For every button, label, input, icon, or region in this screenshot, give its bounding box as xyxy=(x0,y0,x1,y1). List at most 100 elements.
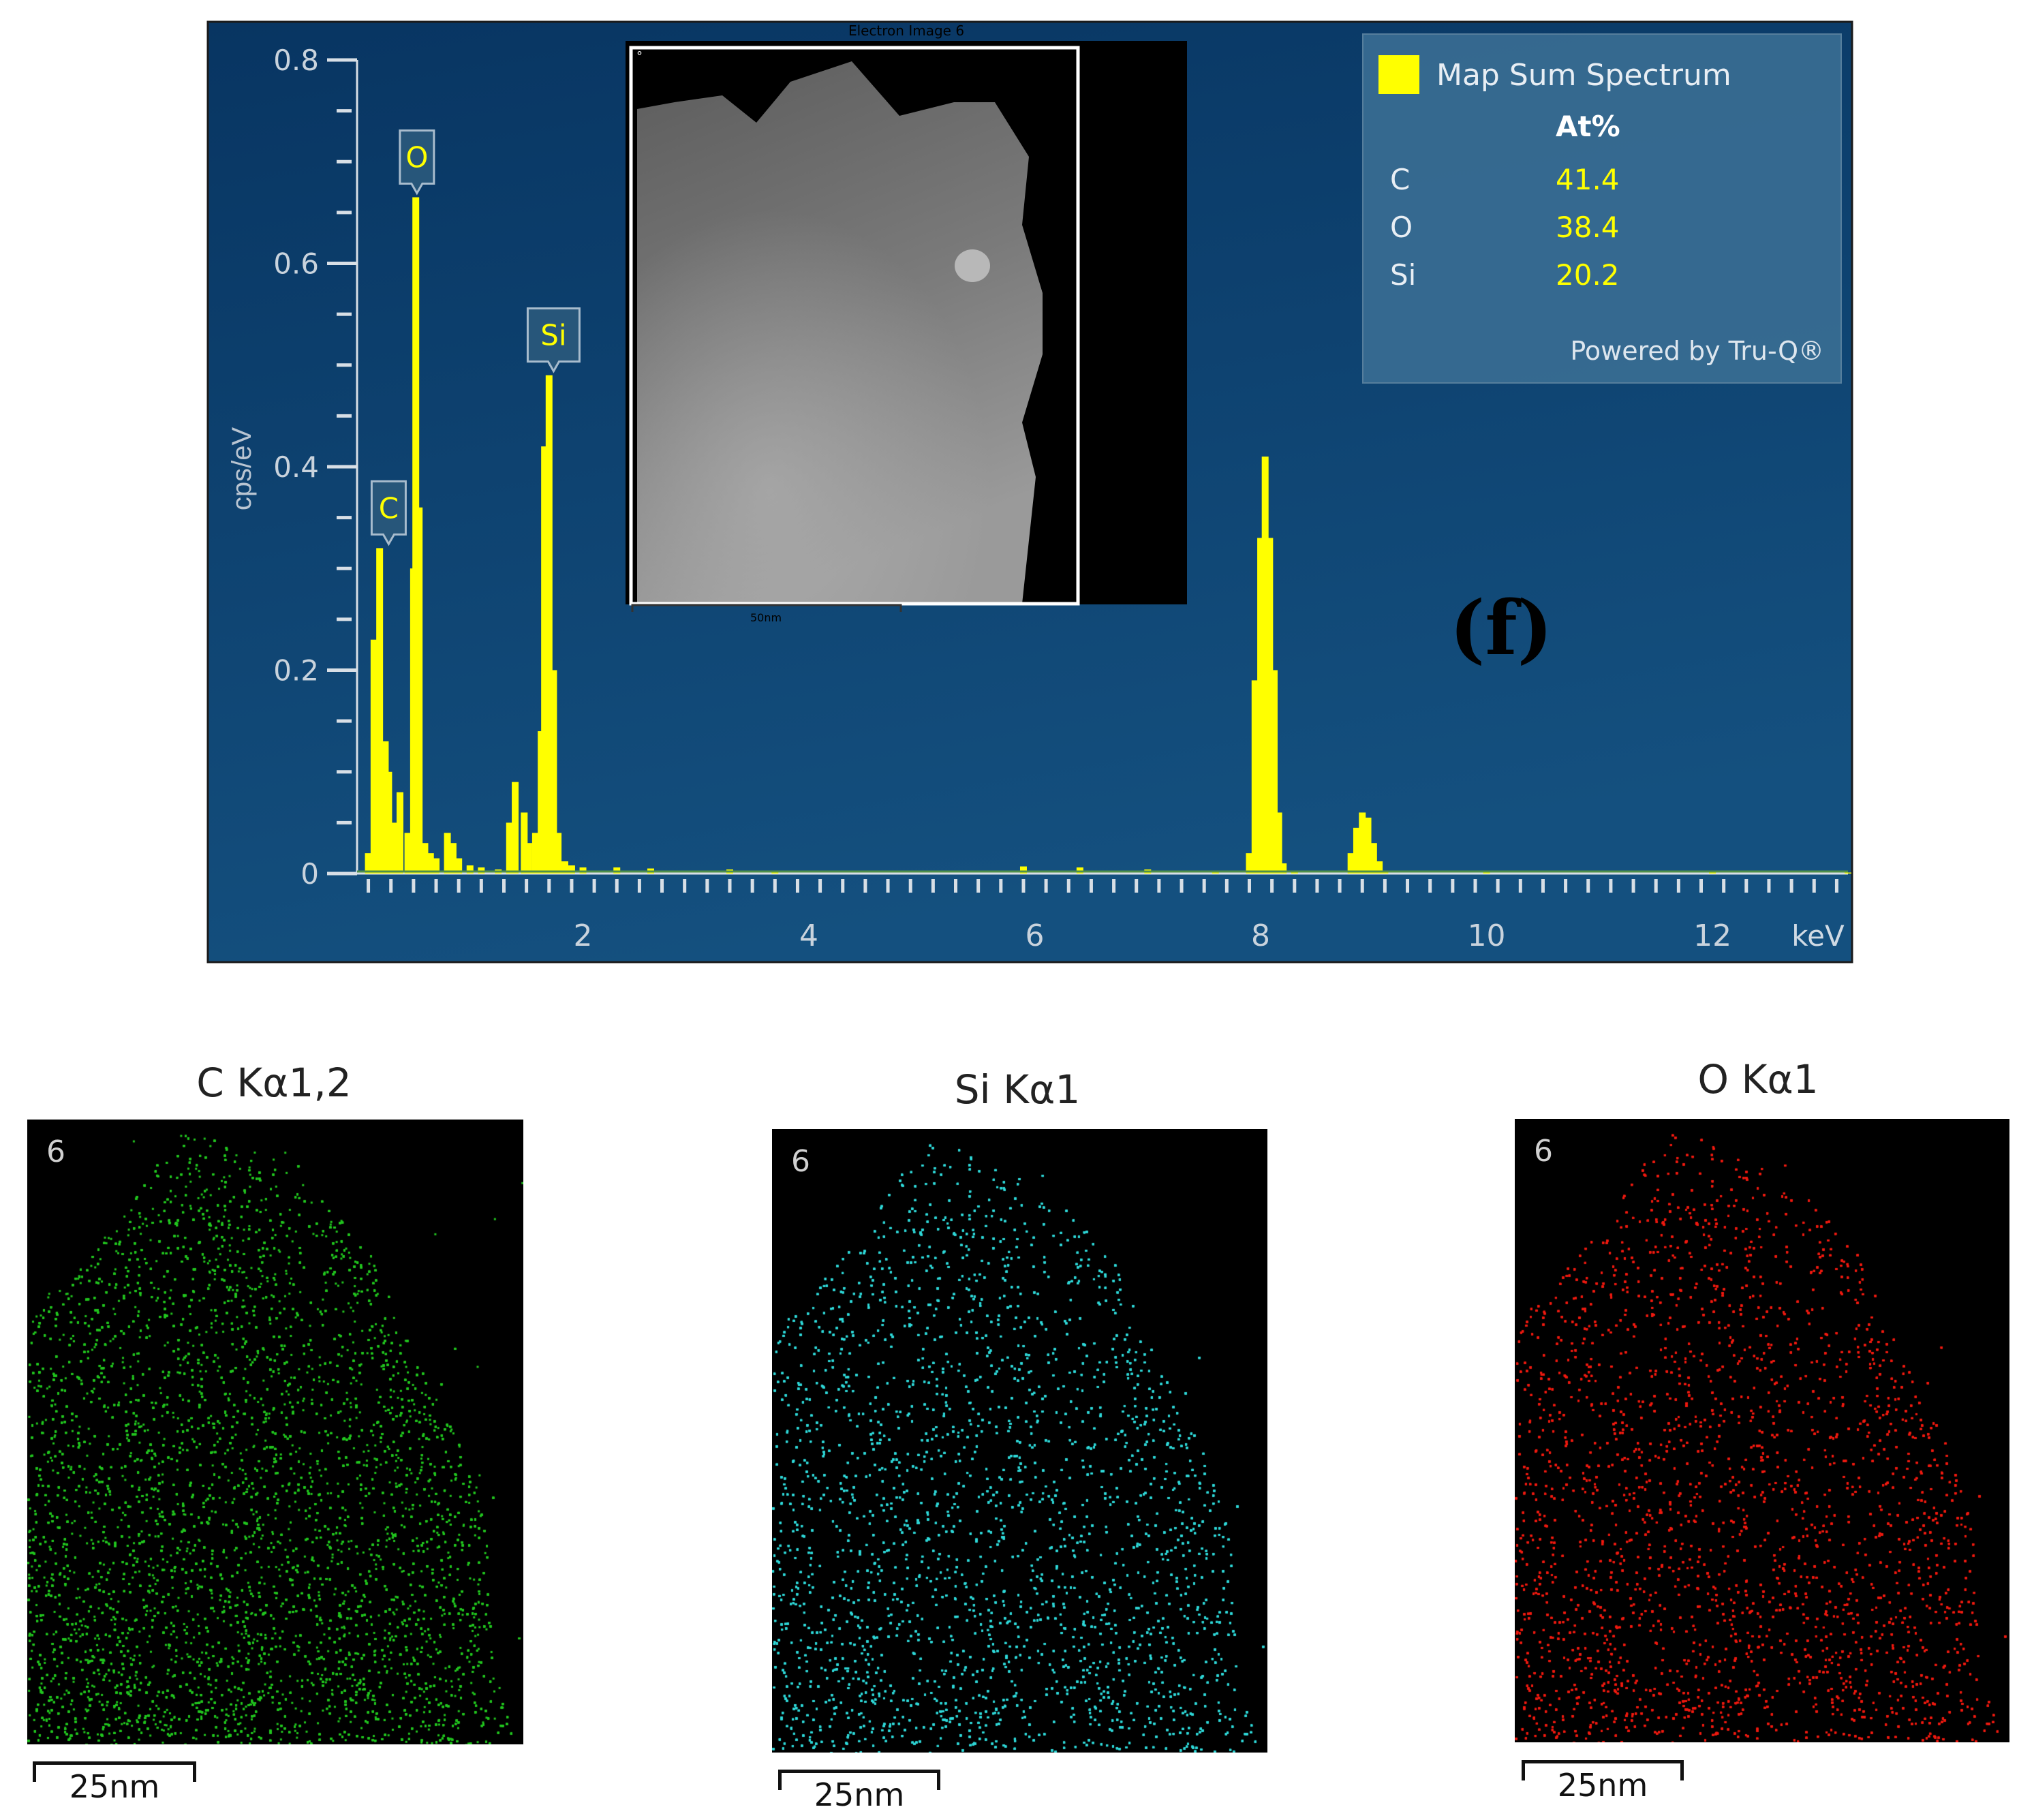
map-title: Si Kα1 xyxy=(954,1066,1081,1113)
inset-title: Electron Image 6 xyxy=(848,22,964,39)
spectrum-bar xyxy=(1370,843,1377,874)
map-image: 6 xyxy=(27,1120,523,1744)
legend-footer: Powered by Tru-Q® xyxy=(1570,336,1824,366)
legend-column-header: At% xyxy=(1556,110,1620,143)
y-tick-label: 0.4 xyxy=(273,450,319,484)
x-axis-label: keV xyxy=(1791,919,1845,953)
spectrum-bar xyxy=(1359,812,1366,874)
spectrum-bar xyxy=(1376,861,1383,874)
spectrum-bar xyxy=(1261,457,1269,874)
panel-label: (f) xyxy=(1449,584,1552,672)
legend-element: O xyxy=(1390,211,1413,244)
electron-image-inset: ° Electron Image 6 50nm xyxy=(626,22,1187,624)
spectrum-bar xyxy=(555,833,562,874)
inset-bright-spot xyxy=(955,249,990,282)
spectrum-bar xyxy=(1251,680,1259,874)
spectrum-bar xyxy=(525,843,532,874)
inset-corner-mark: ° xyxy=(636,49,643,63)
peak-labels: C O Si xyxy=(370,129,581,546)
spectrum-bar xyxy=(455,858,463,874)
peak-label-box xyxy=(526,307,581,373)
spectrum-bar xyxy=(512,782,519,874)
inset-scalebar xyxy=(631,604,902,612)
spectrum-bar xyxy=(433,858,440,874)
legend-series-label: Map Sum Spectrum xyxy=(1436,58,1731,93)
peak-label: C xyxy=(370,480,407,546)
spectrum-bar xyxy=(1246,853,1253,874)
map-title: C Kα1,2 xyxy=(196,1060,352,1106)
spectrum-bar xyxy=(561,861,568,874)
spectrum-bar xyxy=(427,853,434,874)
x-tick-label: 8 xyxy=(1251,919,1270,953)
spectrum-bar xyxy=(1275,812,1282,874)
map-scalebar xyxy=(778,1770,940,1790)
spectrum-bar xyxy=(1280,863,1287,874)
spectrum-bar xyxy=(449,843,457,874)
spectrum-bar xyxy=(531,833,539,874)
spectrum-bar xyxy=(404,833,412,874)
legend-value: 38.4 xyxy=(1556,211,1620,244)
inset-frame xyxy=(629,46,1080,606)
spectrum-bar xyxy=(1381,872,1389,874)
peak-label: O xyxy=(399,129,435,196)
y-axis-ticks: 0 0.2 0.4 0.6 0.8 xyxy=(273,44,357,891)
legend-element: Si xyxy=(1390,258,1416,292)
spectrum-bar xyxy=(376,548,384,874)
peak-label-text: C xyxy=(379,491,399,525)
map-title: O Kα1 xyxy=(1697,1056,1819,1102)
spectrum-bar xyxy=(506,822,513,874)
peak-label-box xyxy=(370,480,407,546)
x-tick-label: 10 xyxy=(1468,919,1506,953)
y-axis-label: cps/eV xyxy=(227,427,257,511)
spectrum-bar xyxy=(1483,872,1490,874)
map-scalebar xyxy=(1522,1760,1684,1780)
x-tick-label: 6 xyxy=(1026,919,1045,953)
map-scale-label: 25nm xyxy=(1557,1767,1648,1804)
map-dots xyxy=(27,1120,523,1744)
spectrum-bar xyxy=(541,446,549,874)
spectrum-bar xyxy=(444,833,451,874)
map-dots xyxy=(772,1129,1267,1753)
spectrum-bar xyxy=(370,639,377,874)
spectrum-bar xyxy=(1364,817,1372,874)
inset-scale-label: 50nm xyxy=(750,611,782,624)
spectrum-bar xyxy=(421,843,429,874)
y-tick-label: 0.8 xyxy=(273,44,319,77)
map-image: 6 xyxy=(1515,1119,2009,1742)
spectrum-bar xyxy=(1257,538,1265,874)
legend-element: C xyxy=(1390,163,1410,196)
map-frame-number: 6 xyxy=(791,1144,810,1179)
y-tick-label: 0 xyxy=(301,857,319,891)
map-dots xyxy=(1515,1119,2009,1742)
spectrum-bar xyxy=(1270,670,1278,874)
map-scale-label: 25nm xyxy=(814,1776,905,1813)
spectrum-bar xyxy=(1845,872,1851,874)
y-tick-label: 0.2 xyxy=(273,654,319,688)
peak-label: Si xyxy=(526,307,581,373)
spectrum-bar xyxy=(568,865,575,874)
spectrum-bar xyxy=(1266,538,1274,874)
spectrum-bar xyxy=(385,771,392,874)
spectrum-bar xyxy=(396,792,403,874)
map-frame-number: 6 xyxy=(1534,1134,1553,1169)
x-tick-label: 12 xyxy=(1693,919,1731,953)
x-axis-ticks: 2 4 6 8 10 12 xyxy=(367,879,1838,953)
legend-value: 20.2 xyxy=(1556,258,1620,292)
spectrum-bar xyxy=(1709,872,1716,874)
spectrum-bar xyxy=(416,507,423,874)
legend-value: 41.4 xyxy=(1556,163,1620,196)
y-tick-label: 0.6 xyxy=(273,247,319,281)
peak-label-text: O xyxy=(405,140,428,174)
spectrum-bar xyxy=(365,853,372,874)
map-scale-label: 25nm xyxy=(69,1768,160,1805)
x-tick-label: 2 xyxy=(574,919,593,953)
spectrum-bar xyxy=(390,822,398,874)
spectrum-bars xyxy=(365,197,1851,874)
spectrum-bar xyxy=(1353,827,1360,874)
x-tick-label: 4 xyxy=(799,919,818,953)
spectrum-bar xyxy=(1019,866,1027,874)
legend-panel: Map Sum Spectrum At% C 41.4 O 38.4 Si 20.2 Po… xyxy=(1362,33,1842,384)
spectrum-bar xyxy=(466,865,474,874)
map-scalebar xyxy=(33,1761,196,1782)
map-frame-number: 6 xyxy=(46,1135,65,1169)
